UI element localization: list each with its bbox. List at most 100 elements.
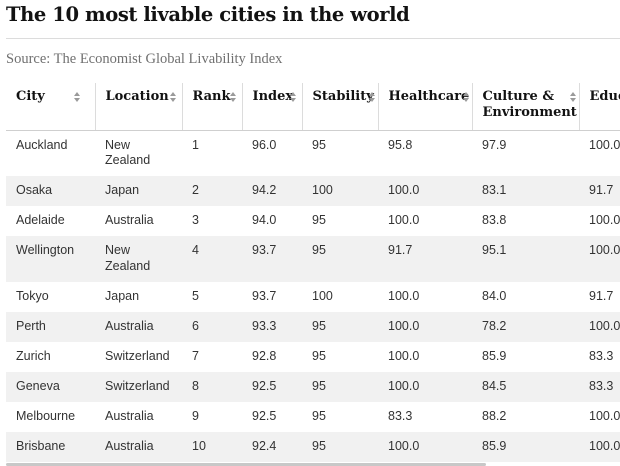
cell-rank: 7 — [182, 342, 242, 372]
cell-index: 92.8 — [242, 342, 302, 372]
cell-education: 100.0 — [579, 236, 620, 282]
cell-healthcare: 100.0 — [378, 206, 472, 236]
cell-culture-environment: 85.9 — [472, 342, 579, 372]
cell-stability: 95 — [302, 432, 378, 462]
cell-location: Australia — [95, 402, 182, 432]
table-scroll-container[interactable]: City Location Rank Index Stability — [6, 83, 620, 466]
column-header-city[interactable]: City — [6, 83, 96, 131]
cell-index: 92.5 — [242, 402, 302, 432]
cell-index: 94.2 — [242, 176, 302, 206]
cell-rank: 9 — [182, 402, 242, 432]
cell-stability: 95 — [302, 130, 378, 176]
cell-rank: 5 — [182, 282, 242, 312]
cell-city: Auckland — [6, 130, 95, 176]
cell-stability: 100 — [302, 176, 378, 206]
column-header-healthcare[interactable]: Healthcare — [378, 83, 473, 131]
cell-location: Japan — [95, 176, 182, 206]
column-header-label: Stability — [312, 89, 374, 104]
cell-healthcare: 100.0 — [378, 372, 472, 402]
cell-city: Zurich — [6, 342, 95, 372]
cell-index: 93.3 — [242, 312, 302, 342]
cell-education: 91.7 — [579, 282, 620, 312]
cell-education: 91.7 — [579, 176, 620, 206]
cell-culture-environment: 88.2 — [472, 402, 579, 432]
page-title: The 10 most livable cities in the world — [6, 3, 410, 26]
cell-location: New Zealand — [95, 130, 182, 176]
column-header-label: Rank — [192, 89, 231, 104]
cell-index: 94.0 — [242, 206, 302, 236]
table-row: Adelaide Australia 3 94.0 95 100.0 83.8 100.0 — [6, 206, 620, 236]
column-header-location[interactable]: Location — [95, 83, 183, 131]
cell-location: Australia — [95, 312, 182, 342]
column-header-label: Index — [252, 89, 294, 104]
cell-rank: 4 — [182, 236, 242, 282]
cell-index: 93.7 — [242, 236, 302, 282]
cell-city: Adelaide — [6, 206, 95, 236]
cell-healthcare: 100.0 — [378, 176, 472, 206]
cell-culture-environment: 97.9 — [472, 130, 579, 176]
table-row: Tokyo Japan 5 93.7 100 100.0 84.0 91.7 — [6, 282, 620, 312]
table-row: Osaka Japan 2 94.2 100 100.0 83.1 91.7 — [6, 176, 620, 206]
cell-rank: 2 — [182, 176, 242, 206]
cell-city: Perth — [6, 312, 95, 342]
cell-education: 100.0 — [579, 432, 620, 462]
table-row: Geneva Switzerland 8 92.5 95 100.0 84.5 83.3 — [6, 372, 620, 402]
cell-culture-environment: 84.0 — [472, 282, 579, 312]
horizontal-scrollbar[interactable] — [6, 463, 486, 466]
column-header-label: Healthcare — [388, 89, 470, 104]
cell-city: Brisbane — [6, 432, 95, 462]
cell-healthcare: 100.0 — [378, 282, 472, 312]
cell-culture-environment: 84.5 — [472, 372, 579, 402]
cell-city: Melbourne — [6, 402, 95, 432]
cell-education: 100.0 — [579, 206, 620, 236]
cell-index: 92.5 — [242, 372, 302, 402]
cell-education: 100.0 — [579, 402, 620, 432]
cell-stability: 95 — [302, 342, 378, 372]
cell-rank: 8 — [182, 372, 242, 402]
column-header-stability[interactable]: Stability — [302, 83, 379, 131]
cell-culture-environment: 95.1 — [472, 236, 579, 282]
header-row: City Location Rank Index Stability — [6, 83, 620, 131]
cell-location: Australia — [95, 432, 182, 462]
column-header-index[interactable]: Index — [242, 83, 303, 131]
cell-education: 83.3 — [579, 342, 620, 372]
cell-city: Osaka — [6, 176, 95, 206]
cell-stability: 95 — [302, 372, 378, 402]
cell-education: 100.0 — [579, 130, 620, 176]
table-row: Melbourne Australia 9 92.5 95 83.3 88.2 100.0 — [6, 402, 620, 432]
cell-education: 83.3 — [579, 372, 620, 402]
cell-culture-environment: 85.9 — [472, 432, 579, 462]
cell-healthcare: 95.8 — [378, 130, 472, 176]
cell-stability: 95 — [302, 402, 378, 432]
cell-rank: 10 — [182, 432, 242, 462]
cell-location: Australia — [95, 206, 182, 236]
table-row: Auckland New Zealand 1 96.0 95 95.8 97.9 100.0 — [6, 130, 620, 176]
cell-index: 92.4 — [242, 432, 302, 462]
cell-city: Tokyo — [6, 282, 95, 312]
cell-healthcare: 83.3 — [378, 402, 472, 432]
column-header-rank[interactable]: Rank — [182, 83, 243, 131]
cell-stability: 100 — [302, 282, 378, 312]
column-header-label: Educa — [589, 89, 620, 104]
table-row: Wellington New Zealand 4 93.7 95 91.7 95.1 100.… — [6, 236, 620, 282]
cell-healthcare: 91.7 — [378, 236, 472, 282]
cell-index: 93.7 — [242, 282, 302, 312]
cell-rank: 3 — [182, 206, 242, 236]
cell-city: Wellington — [6, 236, 95, 282]
cell-rank: 6 — [182, 312, 242, 342]
cell-location: New Zealand — [95, 236, 182, 282]
cell-stability: 95 — [302, 206, 378, 236]
cell-healthcare: 100.0 — [378, 432, 472, 462]
column-header-label: City — [16, 89, 45, 104]
table-body: Auckland New Zealand 1 96.0 95 95.8 97.9 100.0 O… — [6, 130, 620, 462]
cell-location: Japan — [95, 282, 182, 312]
table-row: Brisbane Australia 10 92.4 95 100.0 85.9 100.0 — [6, 432, 620, 462]
column-header-culture-environment[interactable]: Culture & Environment — [472, 83, 580, 131]
cell-location: Switzerland — [95, 342, 182, 372]
cell-rank: 1 — [182, 130, 242, 176]
column-header-education[interactable]: Educa — [579, 83, 620, 131]
livability-table: City Location Rank Index Stability — [6, 83, 620, 462]
table-row: Perth Australia 6 93.3 95 100.0 78.2 100.0 — [6, 312, 620, 342]
cell-education: 100.0 — [579, 312, 620, 342]
cell-city: Geneva — [6, 372, 95, 402]
